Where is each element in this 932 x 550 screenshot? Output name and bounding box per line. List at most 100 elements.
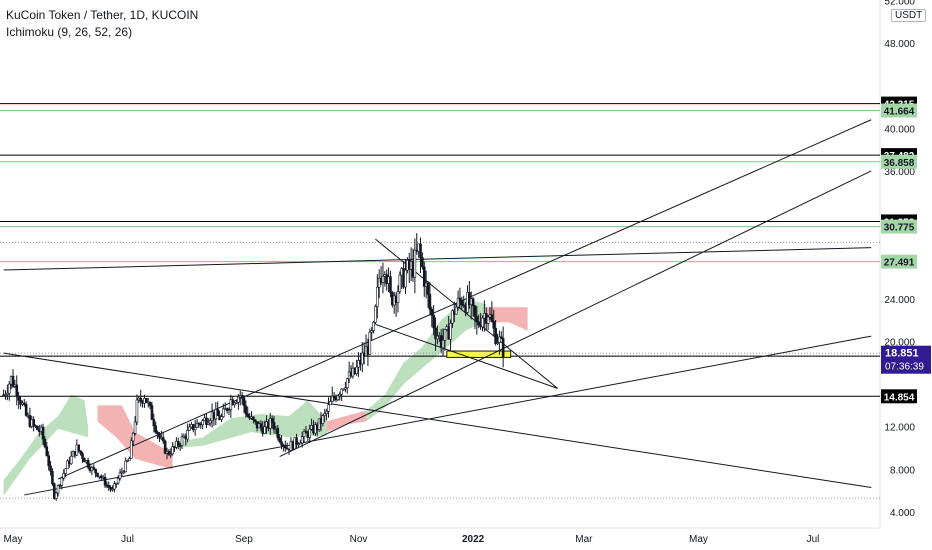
candle-body	[451, 310, 454, 324]
candle-body	[51, 471, 54, 485]
candle-body	[154, 425, 158, 433]
price-axis[interactable]	[880, 0, 932, 550]
candle-body	[299, 442, 302, 445]
candle-body	[17, 395, 20, 401]
candle-body	[69, 455, 73, 465]
y-tick-label: 8.000	[890, 465, 915, 476]
symbol-title[interactable]: KuCoin Token / Tether, 1D, KUCOIN	[6, 8, 199, 22]
candle-body	[240, 395, 244, 398]
candle-body	[246, 413, 250, 417]
candle-body	[145, 398, 148, 403]
candle-body	[501, 338, 505, 358]
level-label-8: 14.854	[884, 392, 915, 403]
candle-body	[96, 472, 99, 477]
support-zone-box[interactable]	[446, 350, 512, 358]
candle-body	[449, 323, 452, 340]
candle-body	[94, 468, 97, 474]
candle-body	[208, 420, 212, 424]
trendline-0[interactable]	[3, 352, 872, 488]
candle-body	[207, 422, 210, 425]
x-tick-label-3: Nov	[350, 534, 368, 545]
candle-body	[205, 417, 208, 425]
candle-body	[56, 485, 60, 494]
level-label-bg-3	[881, 154, 917, 169]
candle-body	[180, 436, 184, 446]
candle-body	[188, 426, 191, 431]
candle-body	[441, 339, 445, 349]
candle-body	[458, 297, 462, 301]
candle-body	[81, 453, 84, 459]
candle-body	[64, 468, 67, 474]
candle-body	[116, 478, 120, 484]
candle-body	[231, 399, 235, 406]
candle-body	[321, 415, 325, 424]
candle-body	[135, 399, 139, 423]
candle-body	[118, 472, 122, 479]
trendline-6[interactable]	[375, 323, 558, 389]
candle-body	[295, 437, 298, 445]
candle-body	[404, 269, 407, 288]
candle-body	[430, 309, 434, 316]
candle-body	[285, 447, 289, 450]
candle-body	[133, 421, 137, 434]
candle-body	[171, 446, 174, 455]
candle-body	[381, 276, 385, 283]
candle-body	[131, 432, 135, 442]
candles	[2, 233, 505, 501]
candle-body	[220, 416, 223, 420]
candle-body	[99, 475, 103, 479]
indicator-label[interactable]: Ichimoku (9, 26, 52, 26)	[6, 25, 133, 39]
candle-body	[41, 426, 45, 440]
candle-body	[276, 428, 280, 439]
candle-body	[237, 396, 240, 403]
candle-body	[329, 401, 332, 406]
candle-body	[432, 314, 435, 329]
candle-body	[475, 316, 479, 323]
candle-body	[60, 477, 64, 486]
candle-body	[176, 441, 180, 446]
candle-body	[7, 383, 11, 394]
candle-body	[297, 443, 300, 446]
candle-body	[167, 451, 171, 455]
trendline-1[interactable]	[3, 247, 872, 271]
candle-body	[325, 410, 328, 414]
candle-body	[419, 243, 422, 258]
candle-body	[486, 316, 490, 324]
y-tick-label: 52.000	[884, 0, 915, 7]
candle-body	[54, 492, 58, 499]
candle-body	[193, 427, 197, 430]
candle-body	[460, 300, 464, 306]
candle-body	[376, 286, 379, 307]
candle-body	[456, 297, 460, 308]
candle-body	[344, 387, 347, 390]
candle-body	[263, 426, 266, 434]
y-tick-label: 40.000	[884, 124, 915, 135]
trendline-3[interactable]	[57, 119, 872, 480]
price-unit-label[interactable]: USDT	[891, 9, 927, 22]
candle-body	[45, 446, 49, 457]
y-tick-label: 48.000	[884, 39, 915, 50]
candle-body	[398, 274, 402, 292]
level-label-6: 27.491	[884, 258, 915, 269]
candle-body	[178, 445, 182, 447]
trendline-4[interactable]	[279, 170, 872, 458]
candle-body	[302, 430, 306, 438]
ichimoku-cloud-4	[366, 298, 487, 422]
trendline-2[interactable]	[24, 335, 872, 496]
ichimoku-cloud-3	[326, 410, 367, 433]
candle-body	[77, 444, 81, 452]
current-price-label: 18.851	[885, 348, 919, 360]
candle-body	[372, 322, 375, 331]
candle-body	[499, 336, 503, 339]
candle-body	[494, 327, 497, 345]
candle-body	[496, 342, 499, 345]
candle-body	[454, 306, 458, 315]
candle-body	[368, 331, 372, 355]
candle-body	[471, 298, 475, 307]
candle-body	[107, 485, 111, 488]
level-label-5: 30.775	[884, 223, 915, 234]
level-label-bg-6	[881, 254, 917, 269]
candle-body	[15, 384, 19, 397]
candle-body	[111, 488, 114, 491]
